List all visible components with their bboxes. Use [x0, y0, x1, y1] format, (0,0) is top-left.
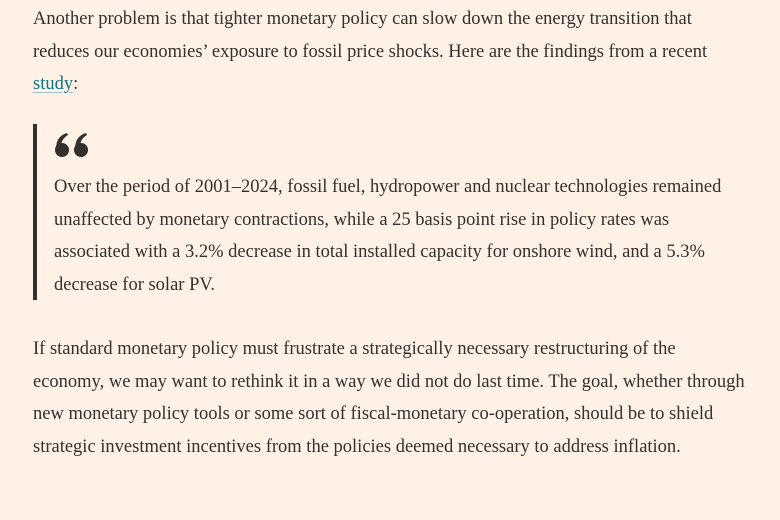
- conclusion-paragraph: If standard monetary policy must frustra…: [33, 339, 745, 457]
- intro-paragraph-suffix: :: [73, 74, 79, 94]
- intro-paragraph: Another problem is that tighter monetary…: [33, 3, 748, 101]
- intro-paragraph-text: Another problem is that tighter monetary…: [33, 9, 708, 62]
- blockquote: Over the period of 2001–2024, fossil fue…: [33, 124, 748, 300]
- quotation-mark-icon: [55, 133, 88, 157]
- study-link[interactable]: study: [33, 74, 74, 94]
- blockquote-text: Over the period of 2001–2024, fossil fue…: [54, 177, 722, 295]
- blockquote-bar: [33, 124, 37, 300]
